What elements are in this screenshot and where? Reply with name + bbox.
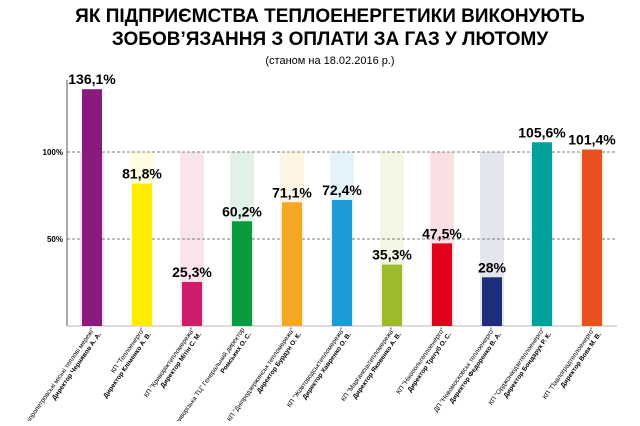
x-tick-label: Директор Трегуб О. С. — [406, 331, 453, 394]
chart-title: ЯК ПІДПРИЄМСТВА ТЕПЛОЕНЕРГЕТИКИ ВИКОНУЮТ… — [75, 6, 585, 27]
x-tick-label: Директор Бондарук Р. К. — [502, 331, 553, 399]
bar — [582, 149, 602, 326]
value-label: 35,3% — [372, 247, 412, 263]
bar — [182, 281, 202, 326]
bar — [332, 200, 352, 326]
x-tick-label: Директор Чернявов А. А. — [51, 331, 103, 401]
chart-subtitle: (станом на 18.02.2016 р.) — [265, 55, 394, 67]
x-tick-label: Директор Кліменко А. В. — [101, 331, 153, 400]
bar — [132, 183, 152, 326]
y-tick-label: 100% — [43, 148, 63, 157]
y-tick-label: 50% — [47, 235, 63, 244]
bar — [532, 142, 552, 326]
value-label: 101,4% — [568, 132, 616, 148]
value-label: 72,4% — [322, 182, 362, 198]
value-label: 28% — [478, 259, 507, 275]
x-tick-label-group: КП "Теплоенерго"Директор Кліменко А. В. — [101, 326, 153, 400]
x-tick-label: Директор Бурдун О. К. — [256, 331, 303, 394]
value-label: 25,3% — [172, 264, 212, 280]
value-label: 71,1% — [272, 184, 312, 200]
x-tick-label-group: КП "Нікопольтеплоенерго"Директор Трегуб … — [394, 326, 453, 396]
bar — [282, 202, 302, 326]
value-label: 47,5% — [422, 225, 462, 241]
x-tick-label: КП "Дніпропетровські міські теплові мере… — [14, 326, 97, 421]
x-tick-label-group: КП "Дніпропетровські міські теплові мере… — [14, 326, 103, 426]
bar — [82, 89, 102, 326]
bar — [382, 264, 402, 326]
bar — [482, 277, 502, 326]
value-label: 105,6% — [518, 124, 566, 140]
chart-title: ЗОБОВ’ЯЗАННЯ З ОПЛАТИ ЗА ГАЗ У ЛЮТОМУ — [112, 29, 548, 50]
bar — [432, 243, 452, 326]
value-label: 60,2% — [222, 203, 262, 219]
bar — [232, 221, 252, 326]
value-label: 136,1% — [68, 71, 116, 87]
value-label: 81,8% — [122, 166, 162, 182]
